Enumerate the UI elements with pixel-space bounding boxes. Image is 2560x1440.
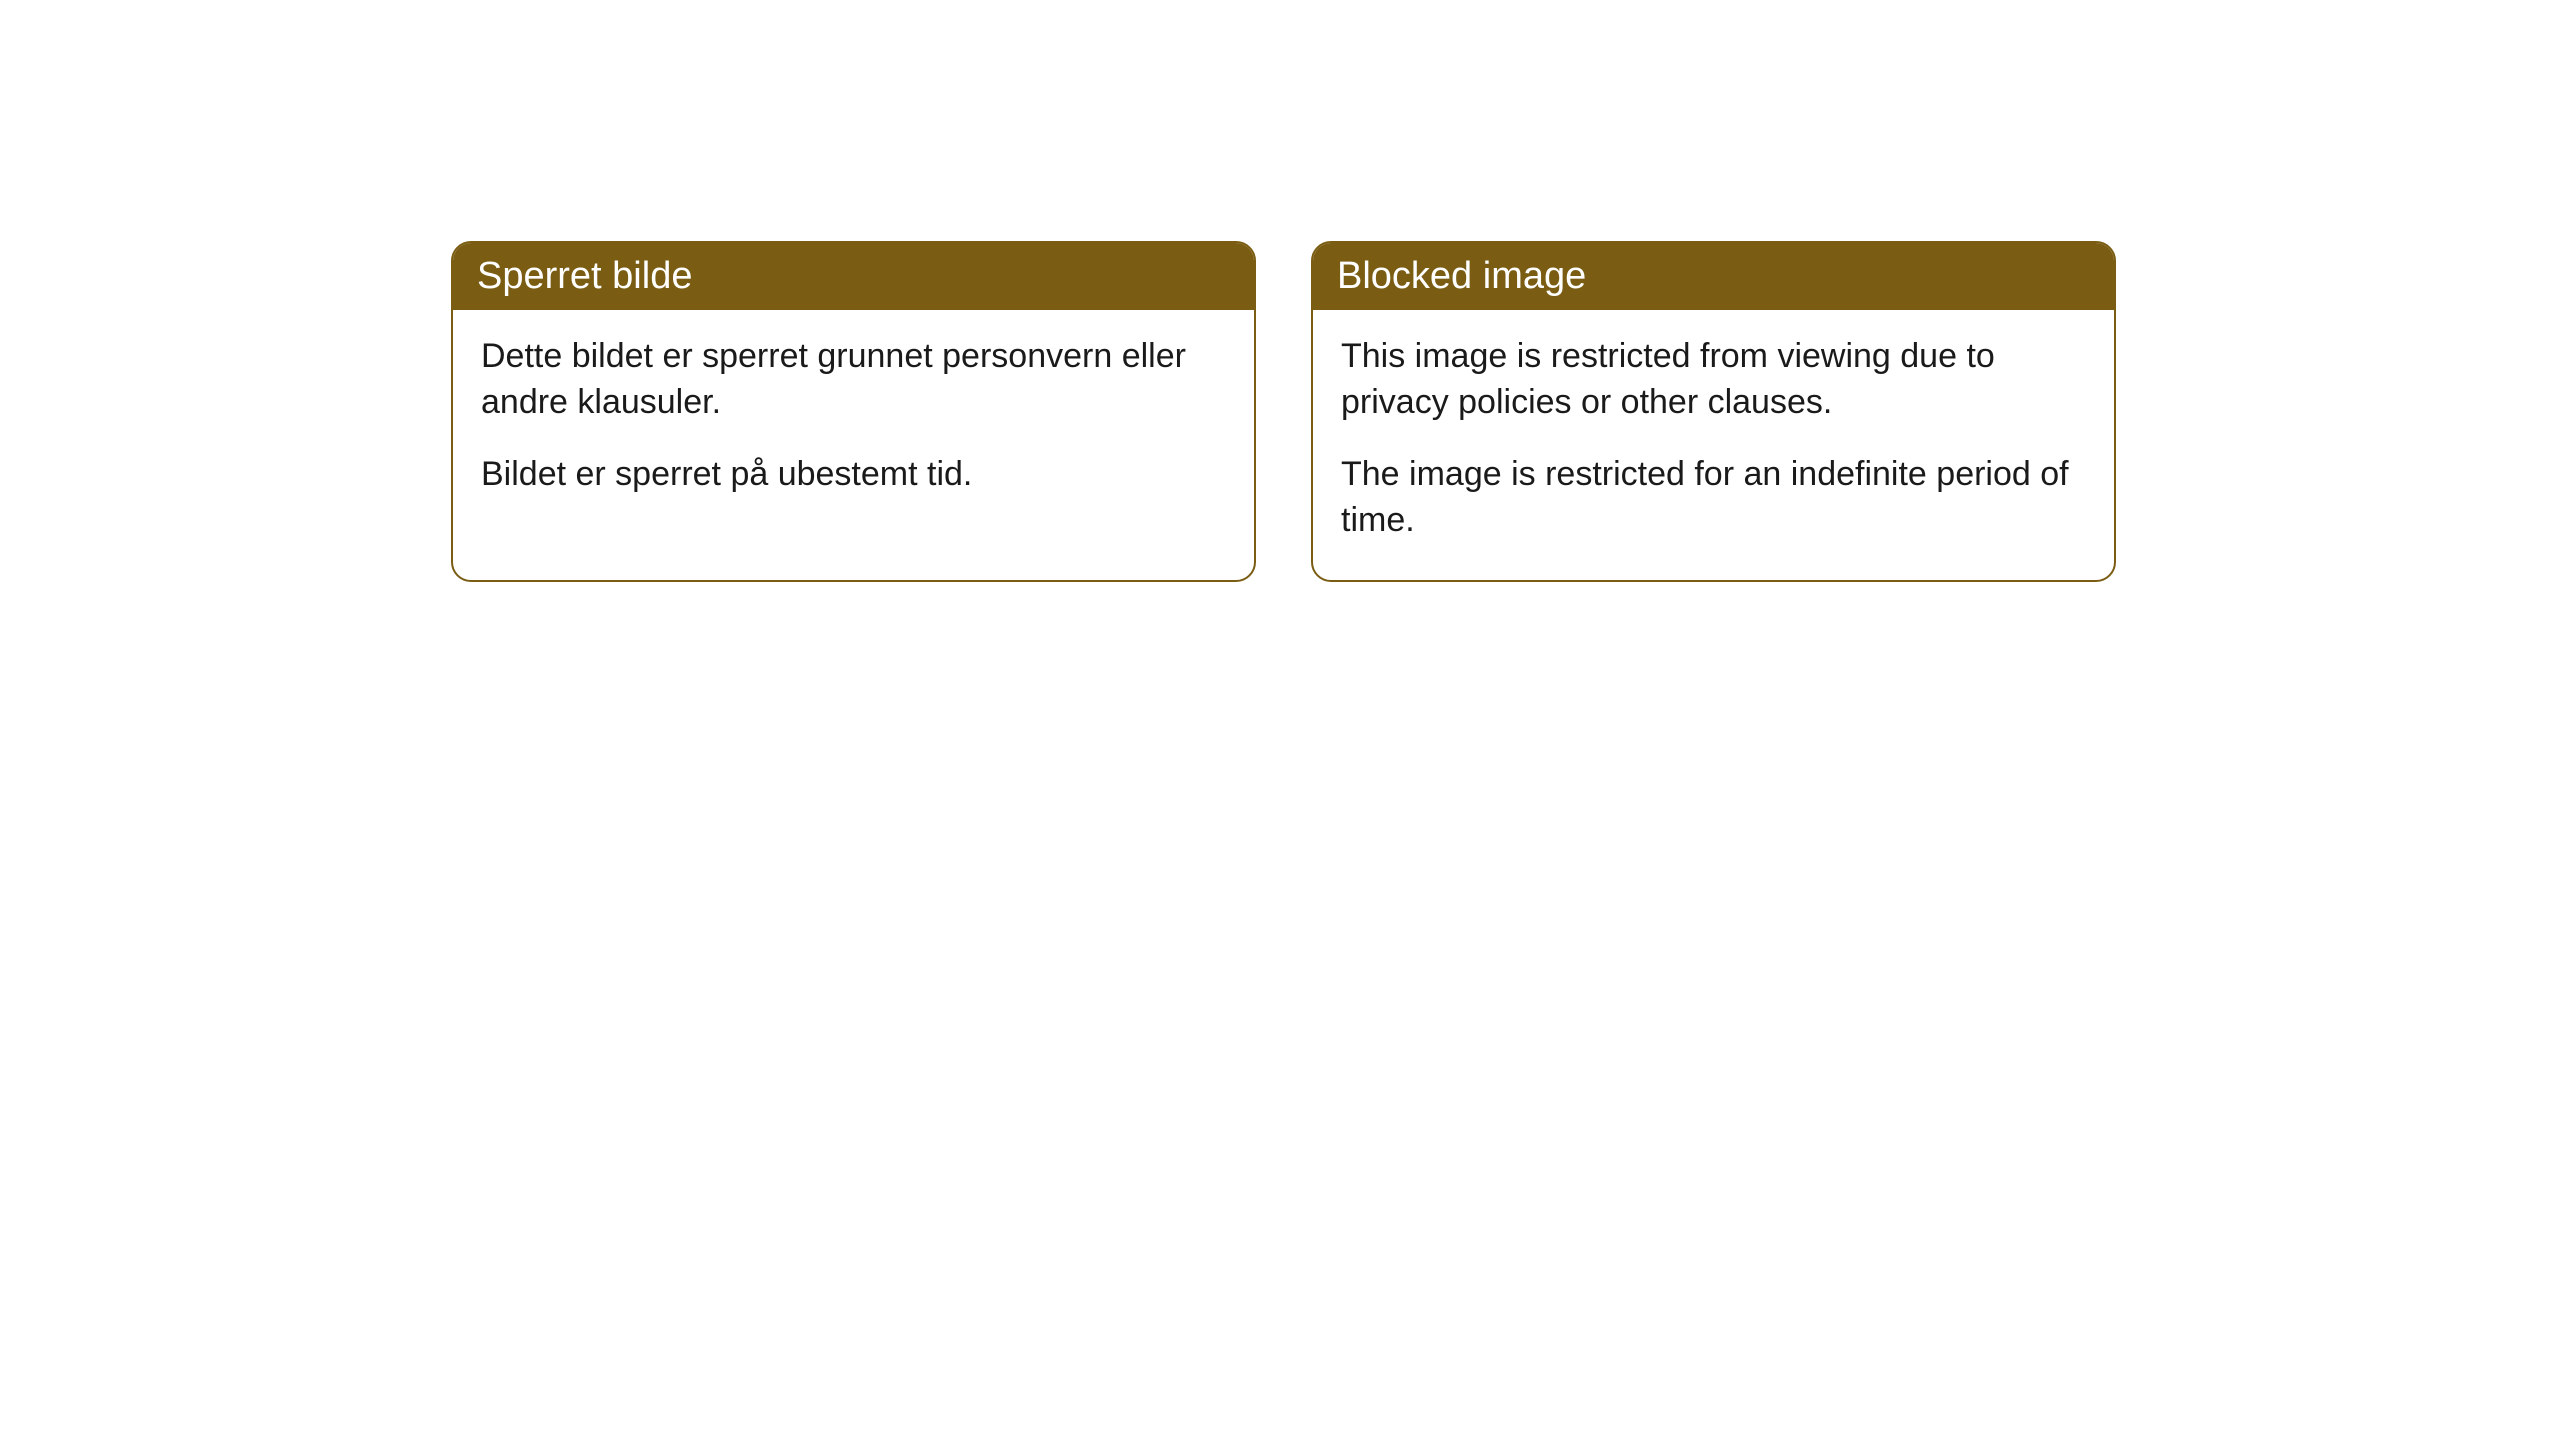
card-title: Blocked image [1337,255,1586,297]
card-header: Blocked image [1313,243,2114,310]
notice-cards-container: Sperret bilde Dette bildet er sperret gr… [451,241,2116,582]
card-paragraph: This image is restricted from viewing du… [1341,334,2086,426]
card-paragraph: Bildet er sperret på ubestemt tid. [481,452,1226,498]
card-paragraph: Dette bildet er sperret grunnet personve… [481,334,1226,426]
notice-card-english: Blocked image This image is restricted f… [1311,241,2116,582]
card-paragraph: The image is restricted for an indefinit… [1341,452,2086,544]
notice-card-norwegian: Sperret bilde Dette bildet er sperret gr… [451,241,1256,582]
card-title: Sperret bilde [477,255,692,297]
card-body: This image is restricted from viewing du… [1313,310,2114,580]
card-body: Dette bildet er sperret grunnet personve… [453,310,1254,534]
card-header: Sperret bilde [453,243,1254,310]
